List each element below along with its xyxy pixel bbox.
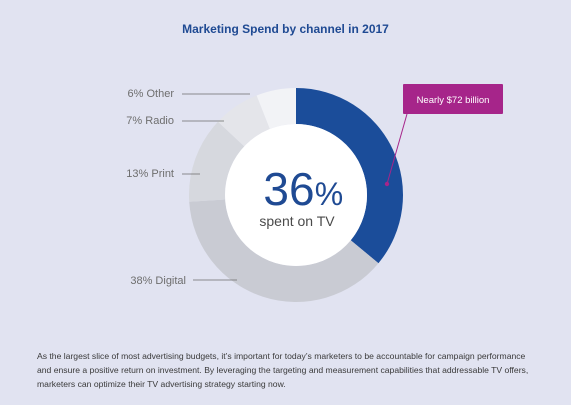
donut-center — [225, 124, 367, 266]
slice-label-digital: 38% Digital — [130, 275, 186, 287]
center-subtitle: spent on TV — [259, 213, 335, 229]
callout-text: Nearly $72 billion — [417, 95, 490, 106]
slice-label-other: 6% Other — [128, 88, 175, 100]
center-percent-number: 36 — [263, 163, 314, 215]
center-percent-sign: % — [315, 176, 343, 212]
donut-chart: 6% Other 7% Radio 13% Print 38% Digital … — [126, 84, 503, 302]
slice-print — [189, 121, 245, 202]
slice-tv — [296, 88, 403, 264]
slice-other — [256, 88, 296, 129]
donut-slices — [189, 88, 403, 302]
callout-box — [403, 84, 503, 114]
slice-digital — [189, 199, 379, 302]
slice-label-print: 13% Print — [126, 168, 174, 180]
slice-label-radio: 7% Radio — [126, 115, 174, 127]
callout-line — [386, 113, 408, 185]
slice-radio — [218, 95, 270, 147]
chart-title: Marketing Spend by channel in 2017 — [182, 22, 389, 36]
callout-dot — [384, 181, 390, 187]
body-paragraph: As the largest slice of most advertising… — [37, 351, 529, 389]
